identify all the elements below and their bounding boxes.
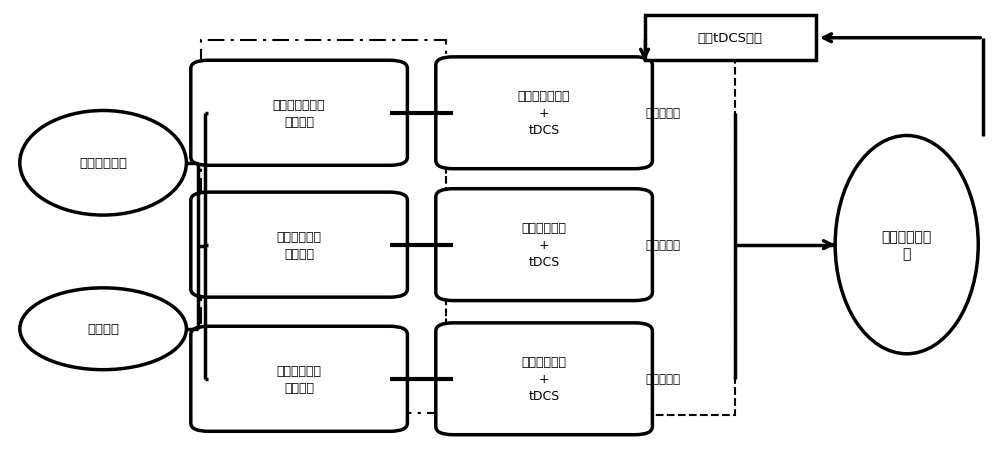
FancyBboxPatch shape: [191, 61, 407, 166]
Text: （第二周）: （第二周）: [645, 238, 680, 251]
Text: （第一周）: （第一周）: [645, 107, 680, 120]
Text: 调整tDCS参数: 调整tDCS参数: [698, 32, 763, 45]
Text: （第三周）: （第三周）: [645, 372, 680, 386]
FancyBboxPatch shape: [436, 58, 652, 169]
Bar: [645, 16, 816, 61]
Ellipse shape: [835, 136, 978, 354]
Text: 视听结合训练
+
tDCS: 视听结合训练 + tDCS: [522, 356, 567, 402]
FancyBboxPatch shape: [436, 323, 652, 435]
Ellipse shape: [20, 288, 186, 370]
FancyBboxPatch shape: [191, 326, 407, 432]
FancyBboxPatch shape: [191, 193, 407, 298]
Bar: [446, 61, 735, 415]
Text: 脑功能网络特
征: 脑功能网络特 征: [882, 230, 932, 260]
FancyBboxPatch shape: [436, 189, 652, 301]
Text: 事件相关电位: 事件相关电位: [79, 157, 127, 170]
Text: 视空间记忆训练
+
tDCS: 视空间记忆训练 + tDCS: [518, 90, 570, 137]
Text: 听觉语义训练
+
tDCS: 听觉语义训练 + tDCS: [522, 222, 567, 269]
Bar: [201, 41, 446, 413]
Text: 视听结合训练
激活脑区: 视听结合训练 激活脑区: [277, 364, 322, 394]
Ellipse shape: [20, 111, 186, 216]
Text: 听觉语义训练
激活脑区: 听觉语义训练 激活脑区: [277, 230, 322, 260]
Text: 脑电数据: 脑电数据: [87, 323, 119, 336]
Text: 视空间记忆训练
激活脑区: 视空间记忆训练 激活脑区: [273, 99, 325, 129]
